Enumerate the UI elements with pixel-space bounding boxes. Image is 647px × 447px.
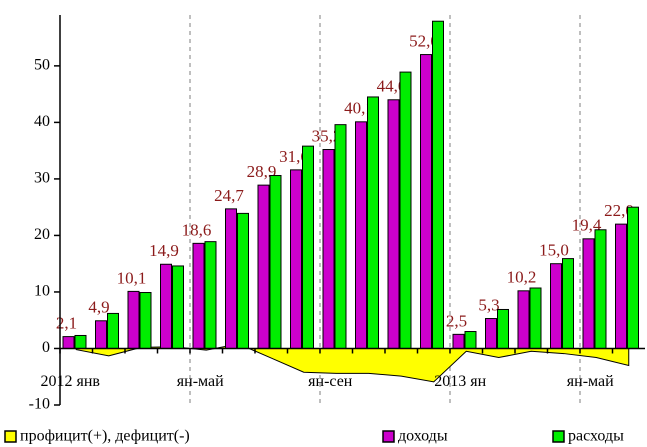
bar <box>355 121 367 349</box>
y-tick-label: 30 <box>34 170 50 187</box>
bar <box>74 334 87 349</box>
bar <box>127 290 140 349</box>
value-label: 5,3 <box>478 295 499 314</box>
bar <box>367 96 379 349</box>
bar <box>399 71 412 349</box>
bar <box>529 287 542 349</box>
bar <box>464 331 477 349</box>
bar <box>594 229 607 349</box>
bar <box>432 20 444 349</box>
bar <box>452 333 465 349</box>
legend-swatch <box>382 430 395 443</box>
y-tick-label: -10 <box>29 396 50 413</box>
y-tick-label: 50 <box>34 57 50 74</box>
bar <box>192 242 205 349</box>
legend-label: доходы <box>398 428 448 445</box>
bar <box>237 212 249 349</box>
value-label: 2,1 <box>56 314 77 333</box>
value-label: 24,7 <box>214 186 244 205</box>
x-tick-label: 2012 янв <box>41 373 101 390</box>
legend-swatch <box>552 430 565 443</box>
bar <box>387 99 400 349</box>
value-label: 4,9 <box>88 298 109 317</box>
value-label: 40,1 <box>344 99 374 118</box>
x-tick-label: ян-сен <box>308 373 353 390</box>
bar <box>322 149 335 349</box>
legend-swatch <box>4 430 17 443</box>
bar <box>497 308 509 349</box>
value-label: 14,9 <box>149 241 179 260</box>
bar <box>562 258 574 349</box>
legend-label: расходы <box>568 428 624 445</box>
bar <box>139 292 152 349</box>
bar <box>269 175 282 349</box>
bar <box>225 208 237 349</box>
x-tick-label: ян-май <box>567 373 614 390</box>
bar <box>302 145 314 349</box>
y-tick-label: 40 <box>34 113 50 130</box>
value-label: 19,4 <box>572 216 602 235</box>
value-label: 52,0 <box>409 31 439 50</box>
y-tick-label: 10 <box>34 283 50 300</box>
x-tick-label: ян-май <box>177 373 224 390</box>
bar <box>204 241 217 349</box>
bar <box>334 124 347 349</box>
value-label: 2,5 <box>446 311 467 330</box>
value-label: 44,0 <box>377 77 407 96</box>
bar <box>550 263 562 349</box>
value-label: 28,9 <box>247 162 277 181</box>
bar <box>257 184 270 349</box>
bar <box>62 336 75 349</box>
value-label: 22,0 <box>604 201 634 220</box>
bar <box>172 265 184 349</box>
value-label: 10,1 <box>117 268 147 287</box>
value-label: 18,6 <box>182 220 212 239</box>
bar <box>160 263 172 349</box>
bar <box>420 54 432 349</box>
bar <box>627 206 639 349</box>
bar <box>517 290 530 349</box>
bar <box>485 318 497 349</box>
legend-label: профицит(+), дефицит(-) <box>20 428 190 445</box>
bar <box>615 223 627 349</box>
y-tick-label: 0 <box>42 339 50 356</box>
value-label: 15,0 <box>539 241 569 260</box>
value-label: 10,2 <box>507 268 537 287</box>
bar <box>95 320 107 349</box>
x-tick-label: 2013 ян <box>434 373 486 390</box>
value-label: 31,6 <box>279 147 309 166</box>
y-tick-label: 20 <box>34 226 50 243</box>
bar <box>582 238 595 349</box>
balance-area <box>75 343 630 383</box>
bar <box>290 169 302 349</box>
value-label: 35,2 <box>312 126 342 145</box>
bar <box>107 312 119 349</box>
